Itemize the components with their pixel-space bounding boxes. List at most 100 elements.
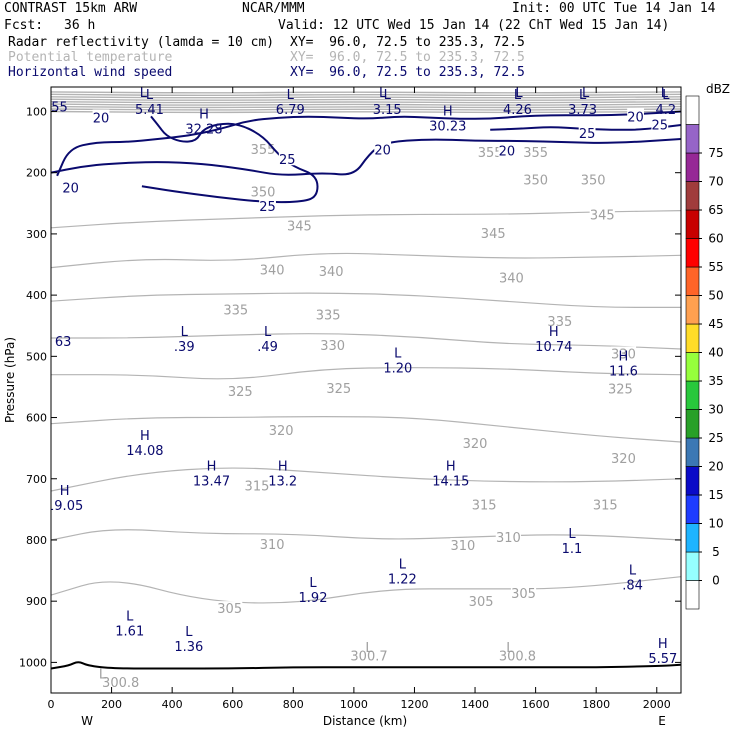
wind-label-bg bbox=[374, 141, 392, 156]
theta-label: 320 bbox=[269, 424, 294, 439]
theta-label-bg bbox=[607, 381, 634, 396]
theta-label-bg bbox=[259, 262, 285, 277]
extremum-letter: H bbox=[60, 484, 70, 499]
x-axis-label: Distance (km) bbox=[323, 714, 407, 728]
colorbar-label: 55 bbox=[708, 260, 723, 274]
extremum-value: .84 bbox=[622, 579, 643, 594]
extremum-value: 1.92 bbox=[299, 591, 328, 606]
extremum-letter: L bbox=[181, 325, 189, 340]
extremum-letter: L bbox=[394, 346, 402, 361]
theta-contour-upper bbox=[51, 108, 681, 111]
extremum-value: 30.23 bbox=[429, 120, 466, 135]
theta-label: 315 bbox=[472, 499, 497, 514]
theta-label: 305 bbox=[469, 595, 494, 610]
theta-label: 330 bbox=[320, 339, 345, 354]
edge-label: L bbox=[99, 667, 107, 682]
theta-label: 355 bbox=[478, 146, 503, 161]
plot-clip-group: 355 355 355 350 350 350 345 345 345 340 340 340 335 3… bbox=[51, 86, 681, 691]
x-tick-label: 2000 bbox=[643, 698, 671, 711]
field-xy-reflectivity: XY= 96.0, 72.5 to 235.3, 72.5 bbox=[290, 35, 525, 50]
field-name-wind: Horizontal wind speed bbox=[8, 65, 173, 80]
theta-contour-305 bbox=[51, 576, 681, 604]
wind-label-bg bbox=[259, 197, 276, 212]
theta-contour-upper bbox=[51, 103, 681, 106]
wind-label: 25 bbox=[579, 127, 596, 142]
extremum-letter: H bbox=[658, 637, 668, 652]
theta-label-bg bbox=[450, 538, 476, 553]
theta-label-bg bbox=[320, 337, 346, 352]
theta-contour-upper bbox=[51, 98, 681, 101]
theta-label: 330 bbox=[611, 347, 636, 362]
theta-label-bg bbox=[318, 263, 344, 278]
wind-label: 20 bbox=[62, 181, 79, 196]
theta-label: 335 bbox=[223, 303, 248, 318]
axes: 0 200 400 600 800 1000 1200 1400 1600 1800 2000 100… bbox=[19, 86, 682, 711]
theta-label: 300.7 bbox=[350, 649, 387, 664]
theta-contour-345 bbox=[51, 210, 681, 229]
y-tick-label: 100 bbox=[26, 105, 47, 118]
wind-label: 20 bbox=[374, 143, 391, 158]
field-xy-wind: XY= 96.0, 72.5 to 235.3, 72.5 bbox=[290, 65, 525, 80]
colorbar-label: 15 bbox=[708, 488, 723, 502]
theta-label: 345 bbox=[590, 209, 615, 224]
colorbar-swatch bbox=[685, 238, 700, 268]
x-tick-label: 1000 bbox=[340, 698, 368, 711]
theta-contour-330 bbox=[51, 333, 681, 350]
x-tick-label: 200 bbox=[101, 698, 122, 711]
extremum-letter: H bbox=[199, 108, 209, 123]
colorbar-swatch bbox=[685, 523, 700, 553]
theta-label: 355 bbox=[251, 143, 276, 158]
theta-label-bg bbox=[244, 478, 270, 493]
theta-contour-335 bbox=[51, 292, 681, 308]
theta-label: 325 bbox=[608, 382, 633, 397]
theta-label: 310 bbox=[260, 538, 285, 553]
wind-contour-20 bbox=[56, 110, 681, 177]
colorbar-swatch bbox=[685, 437, 700, 467]
theta-contour-340 bbox=[51, 252, 681, 269]
extremum-letter: H bbox=[140, 429, 150, 444]
y-tick-label: 600 bbox=[26, 412, 47, 425]
theta-contour-310 bbox=[51, 529, 681, 541]
colorbar-label: 20 bbox=[708, 460, 723, 474]
theta-label-bg bbox=[495, 530, 521, 545]
extremum-value: 14.15 bbox=[432, 475, 469, 490]
wind-label-bg bbox=[62, 179, 80, 194]
extremum-letter: H bbox=[443, 105, 453, 120]
theta-label: 345 bbox=[287, 220, 312, 235]
theta-label: 340 bbox=[499, 272, 524, 287]
edge-label: L bbox=[506, 641, 514, 656]
y-tick-label: 700 bbox=[26, 473, 47, 486]
extremum-value: 5.57 bbox=[648, 652, 677, 667]
theta-contour-upper bbox=[51, 105, 681, 109]
theta-label: 340 bbox=[260, 264, 285, 279]
theta-label: 325 bbox=[326, 382, 351, 397]
extremum-letter: L bbox=[399, 558, 407, 573]
y-axis-label: Pressure (hPa) bbox=[3, 337, 17, 423]
extremum-letter: H bbox=[207, 460, 217, 475]
extremum-value: .39 bbox=[174, 340, 195, 355]
edge-label: L bbox=[515, 86, 523, 101]
colorbar-swatch bbox=[685, 124, 700, 154]
theta-label: 320 bbox=[611, 452, 636, 467]
theta-label-bg bbox=[580, 172, 606, 187]
center-title: NCAR/MMM bbox=[242, 1, 305, 16]
y-tick-label: 300 bbox=[26, 228, 47, 241]
theta-label-bg bbox=[547, 314, 573, 329]
extremum-value: 14.08 bbox=[126, 444, 163, 459]
wind-label: 20 bbox=[499, 145, 516, 160]
extremum-letter: H bbox=[619, 349, 629, 364]
theta-label: 300.8 bbox=[499, 649, 536, 664]
extremum-value: 1.36 bbox=[174, 640, 203, 655]
y-tick-label: 1000 bbox=[19, 656, 47, 669]
extremum-value: 32.28 bbox=[185, 123, 222, 138]
colorbar-swatch bbox=[685, 266, 700, 296]
theta-label-bg bbox=[610, 451, 637, 466]
theta-contour-upper bbox=[51, 93, 681, 96]
y-tick-label: 400 bbox=[26, 289, 47, 302]
edge-label: L bbox=[365, 641, 373, 656]
colorbar-swatch bbox=[685, 295, 700, 325]
colorbar-label: 0 bbox=[712, 574, 720, 588]
theta-contour-325 bbox=[51, 367, 681, 380]
colorbar-swatch bbox=[685, 494, 700, 524]
theta-label-bg bbox=[592, 497, 618, 512]
